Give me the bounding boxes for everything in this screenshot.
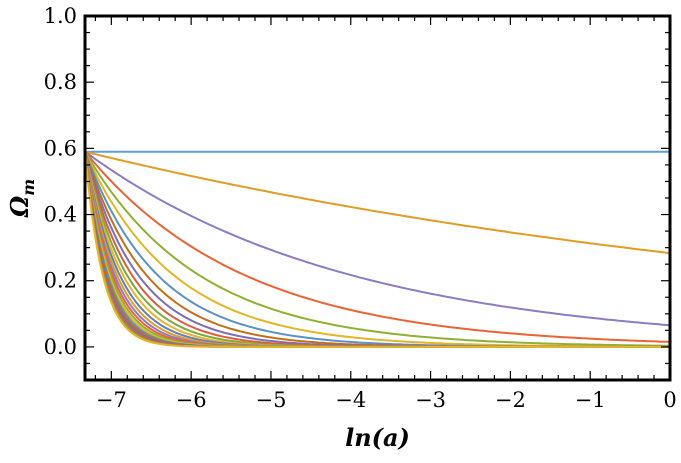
y-axis-title-main: Ω: [5, 195, 34, 218]
series-line-3: [84, 150, 671, 327]
y-tick-label: 0.8: [44, 70, 77, 94]
x-tick-label: −3: [415, 388, 446, 412]
ticks-layer: [85, 15, 671, 381]
x-tick-label: −4: [335, 388, 366, 412]
x-tick-label: −2: [495, 388, 526, 412]
y-axis-title-subscript: m: [19, 179, 38, 196]
y-tick-label: 0.0: [44, 335, 77, 359]
x-tick-label: −7: [96, 388, 127, 412]
series-line-4: [84, 151, 671, 343]
y-tick-label: 1.0: [44, 4, 77, 28]
x-axis-title: ln(a): [345, 423, 410, 452]
y-tick-label: 0.6: [44, 136, 77, 160]
y-axis-title: Ωm: [5, 179, 38, 218]
x-tick-label: −6: [176, 388, 207, 412]
y-tick-label: 0.4: [44, 203, 77, 227]
series-line-5: [84, 151, 671, 347]
tick-labels-layer: −7 −6 −5 −4 −3 −2 −1 0 0.0 0.2 0.4 0.6 0.8 1.0: [44, 4, 677, 412]
series-layer: [84, 150, 671, 348]
plot-frame: [83, 14, 672, 382]
series-line-2: [84, 150, 671, 255]
y-tick-label: 0.2: [44, 269, 77, 293]
x-tick-label: −5: [255, 388, 286, 412]
series-line-24: [84, 151, 670, 348]
x-tick-label: 0: [663, 388, 676, 412]
x-tick-label: −1: [575, 388, 606, 412]
